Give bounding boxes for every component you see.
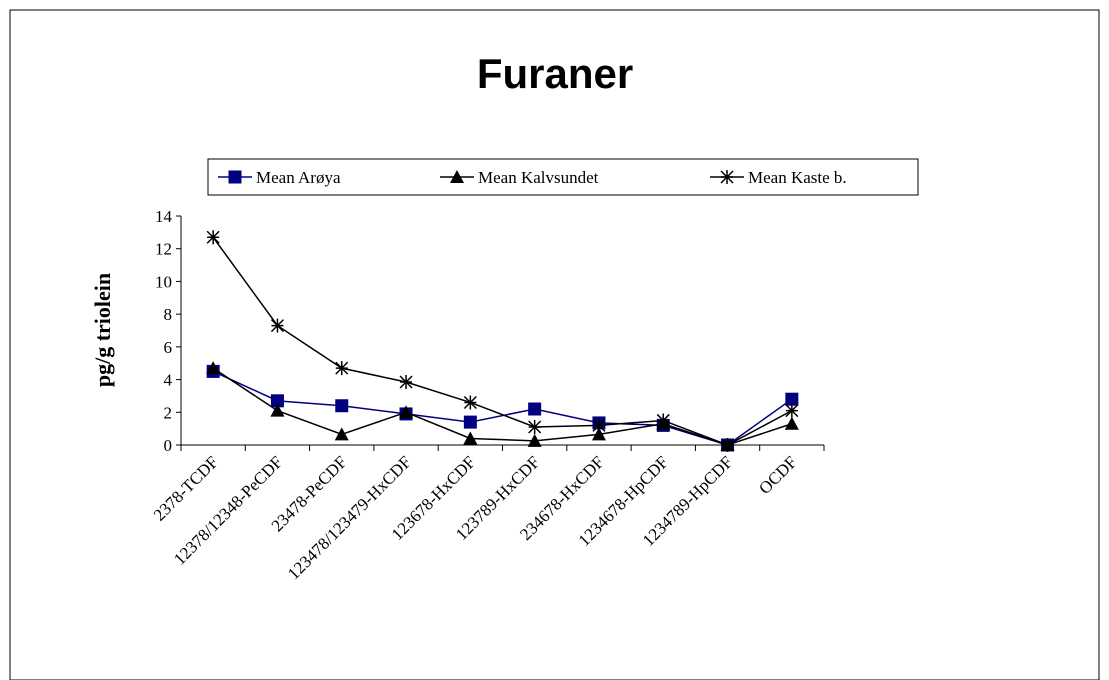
- marker: [206, 361, 221, 375]
- marker: [591, 427, 606, 441]
- marker: [528, 402, 542, 416]
- marker: [270, 403, 285, 417]
- y-axis-label: pg/g triolein: [90, 273, 115, 387]
- marker: [206, 230, 220, 245]
- marker: [592, 418, 606, 433]
- y-tick-label: 8: [164, 305, 173, 324]
- marker: [527, 433, 542, 447]
- legend-label: Mean Arøya: [256, 168, 341, 187]
- marker: [721, 438, 735, 452]
- marker: [784, 416, 799, 430]
- y-tick-label: 2: [164, 403, 173, 422]
- chart-border: [9, 9, 1100, 680]
- marker: [399, 375, 413, 390]
- marker: [528, 420, 542, 435]
- y-tick-label: 4: [164, 371, 173, 390]
- marker: [656, 413, 670, 428]
- series-line: [212, 367, 793, 446]
- legend-label: Mean Kalvsundet: [478, 168, 599, 187]
- marker: [463, 415, 477, 429]
- marker: [399, 405, 414, 419]
- y-tick-label: 12: [155, 240, 172, 259]
- marker: [335, 361, 349, 376]
- series-line: [212, 236, 793, 446]
- y-tick-label: 14: [155, 207, 173, 226]
- y-tick-label: 6: [164, 338, 173, 357]
- legend-marker: [228, 170, 242, 184]
- marker: [463, 431, 478, 445]
- marker: [785, 392, 799, 406]
- marker: [335, 399, 349, 413]
- series-line: [212, 370, 793, 446]
- legend-marker: [720, 170, 734, 184]
- marker: [334, 427, 349, 441]
- legend-label: Mean Kaste b.: [748, 168, 847, 187]
- legend-marker: [450, 170, 464, 183]
- y-tick-label: 10: [155, 272, 172, 291]
- marker: [785, 403, 799, 418]
- legend-box: [207, 158, 919, 196]
- chart-title: Furaner: [477, 50, 633, 97]
- marker: [270, 318, 284, 333]
- marker: [463, 395, 477, 410]
- y-tick-label: 0: [164, 436, 173, 455]
